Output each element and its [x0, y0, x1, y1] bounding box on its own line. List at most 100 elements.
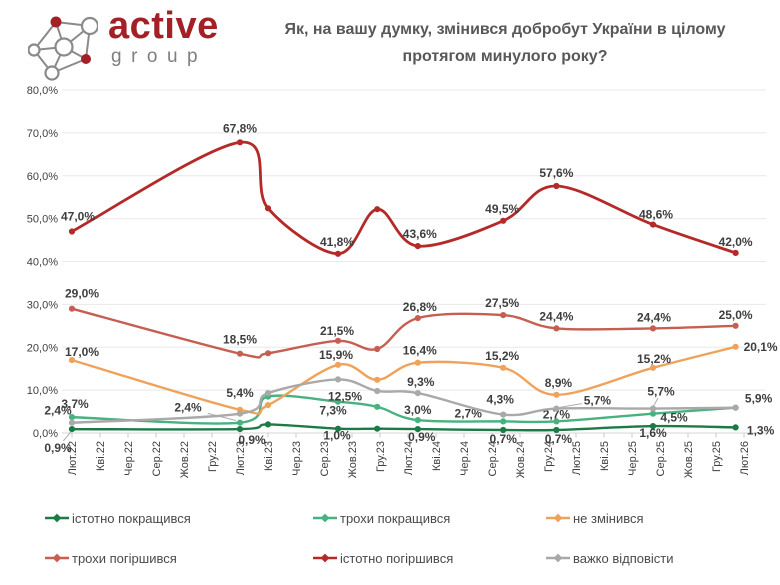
data-point-unchanged	[374, 376, 381, 383]
x-tick-label: Кві.25	[599, 441, 611, 471]
data-point-slightly-worsened	[374, 345, 381, 353]
x-tick-label: Гру.24	[543, 441, 555, 472]
x-tick-label: Гру.22	[207, 441, 219, 472]
data-point-significantly-worsened	[414, 243, 421, 250]
data-label-slightly-worsened: 21,5%	[320, 324, 354, 338]
legend-item-slightly-worsened: трохи погіршився	[44, 538, 312, 578]
data-point-slightly-worsened	[264, 350, 272, 357]
data-point-hard-to-say	[236, 410, 244, 417]
line-chart: 0,0% 10,0% 20,0% 30,0% 40,0% 50,0% 60,0% 70,0% 8…	[27, 85, 778, 478]
legend-item-slightly-improved: трохи покращився	[312, 498, 545, 538]
data-label-significantly-worsened: 47,0%	[61, 210, 95, 224]
data-point-slightly-worsened	[649, 325, 657, 332]
x-tick-label: Гру.25	[711, 441, 723, 472]
legend-label-unchanged: не змінився	[573, 510, 644, 526]
data-label-hard-to-say: 4,3%	[487, 393, 515, 407]
series-significantly-improved	[68, 421, 739, 434]
data-point-significantly-improved	[334, 425, 342, 432]
series-hard-to-say	[68, 376, 739, 426]
data-label-slightly-improved: 2,7%	[543, 407, 571, 421]
x-tick-label: Кві.24	[431, 441, 443, 471]
chart-title: Як, на вашу думку, змінився добробут Укр…	[250, 16, 760, 70]
legend-marker-hard-to-say	[546, 553, 570, 563]
data-label-significantly-worsened: 41,8%	[320, 235, 354, 249]
y-gridlines	[62, 89, 766, 434]
label-leader-line	[559, 403, 582, 408]
x-tick-label: Лют.24	[403, 441, 415, 475]
data-point-unchanged	[68, 357, 76, 364]
data-label-hard-to-say: 9,3%	[407, 375, 435, 389]
data-point-significantly-worsened	[68, 228, 76, 235]
data-label-significantly-improved: 0,7%	[545, 432, 573, 446]
y-axis-labels: 0,0% 10,0% 20,0% 30,0% 40,0% 50,0% 60,0% 70,0% 8…	[27, 85, 58, 440]
logo-brand-text: active	[108, 5, 219, 47]
data-point-slightly-improved	[374, 403, 381, 410]
data-point-significantly-improved	[68, 426, 76, 433]
data-point-significantly-worsened	[500, 217, 507, 224]
data-point-significantly-worsened	[732, 249, 739, 256]
x-axis-labels: Лют.22 Кві.22 Чер.22 Сер.22 Жов.22 Гру.22 Лют.…	[67, 441, 751, 478]
y-tick-label: 20,0%	[27, 342, 58, 354]
data-point-significantly-improved	[264, 421, 272, 428]
data-point-significantly-worsened	[236, 139, 244, 146]
y-tick-label: 50,0%	[27, 214, 58, 226]
x-tick-label: Гру.23	[375, 441, 387, 472]
x-tick-label: Чер.25	[627, 441, 639, 476]
x-tick-label: Лют.23	[235, 441, 247, 475]
series-line-slightly-worsened	[70, 307, 737, 359]
data-point-hard-to-say	[68, 419, 76, 426]
series-slightly-improved-labels: 3,7% 2,4% 7,3% 3,0% 2,7% 2,7% 4,5%	[61, 397, 688, 425]
data-label-slightly-worsened: 18,5%	[223, 333, 257, 347]
chart-title-line2: протягом минулого року?	[402, 48, 608, 65]
y-tick-label: 60,0%	[27, 171, 58, 183]
series-significantly-worsened-labels: 47,0% 67,8% 41,8% 43,6% 49,5% 57,6% 48,6% 42,0%	[61, 121, 753, 249]
data-label-slightly-improved: 3,0%	[404, 403, 432, 417]
data-label-slightly-improved: 2,4%	[174, 401, 202, 415]
legend-label-hard-to-say: важко відповісти	[573, 550, 674, 566]
legend-marker-unchanged	[546, 513, 570, 523]
series-slightly-worsened-labels: 29,0% 18,5% 21,5% 26,8% 27,5% 24,4% 24,4% 25,0%	[65, 287, 753, 347]
data-label-hard-to-say: 12,5%	[328, 389, 362, 403]
x-tick-label: Жов.24	[515, 441, 527, 478]
data-point-significantly-worsened	[334, 250, 342, 257]
data-point-hard-to-say	[334, 376, 342, 383]
x-tick-label: Жов.23	[347, 441, 359, 478]
data-point-slightly-improved	[553, 418, 560, 425]
data-label-unchanged: 15,2%	[637, 352, 671, 366]
data-label-unchanged: 8,9%	[545, 376, 573, 390]
data-point-slightly-worsened	[236, 350, 244, 357]
series-significantly-improved-labels: 0,9% 0,9% 1,0% 0,9% 0,7% 0,7% 1,6% 1,3%	[44, 423, 774, 455]
data-label-significantly-improved: 0,7%	[490, 432, 518, 446]
data-label-hard-to-say: 5,9%	[745, 392, 773, 406]
data-point-significantly-improved	[374, 425, 381, 432]
data-point-hard-to-say	[414, 390, 421, 397]
data-label-significantly-improved: 0,9%	[44, 441, 72, 455]
x-tick-label: Лют.22	[67, 441, 79, 475]
data-point-hard-to-say	[264, 390, 272, 397]
series-line-significantly-improved	[70, 423, 737, 432]
legend-item-hard-to-say: важко відповісти	[545, 538, 756, 578]
legend-item-significantly-worsened: істотно погіршився	[312, 538, 545, 578]
data-point-significantly-improved	[649, 423, 657, 430]
y-tick-label: 70,0%	[27, 128, 58, 140]
data-label-significantly-worsened: 67,8%	[223, 121, 257, 135]
legend-label-slightly-improved: трохи покращився	[340, 510, 451, 526]
y-tick-label: 80,0%	[27, 85, 58, 97]
x-tick-label: Чер.24	[459, 441, 471, 476]
series-slightly-worsened	[68, 305, 739, 359]
data-label-significantly-improved: 1,6%	[639, 426, 667, 440]
data-point-significantly-worsened	[649, 221, 657, 228]
legend-label-slightly-worsened: трохи погіршився	[72, 550, 177, 566]
data-point-slightly-worsened	[553, 325, 560, 332]
data-point-significantly-improved	[414, 426, 421, 433]
data-point-slightly-worsened	[68, 305, 76, 312]
data-point-slightly-worsened	[414, 315, 421, 322]
x-tick-label: Лют.26	[739, 441, 751, 475]
x-tick-label: Сер.25	[655, 441, 667, 476]
data-point-slightly-improved	[334, 398, 342, 405]
legend-marker-slightly-worsened	[45, 553, 69, 563]
data-point-significantly-improved	[236, 426, 244, 433]
legend-item-significantly-improved: істотно покращився	[44, 498, 312, 538]
data-label-significantly-worsened: 57,6%	[539, 166, 573, 180]
data-point-hard-to-say	[500, 411, 507, 418]
